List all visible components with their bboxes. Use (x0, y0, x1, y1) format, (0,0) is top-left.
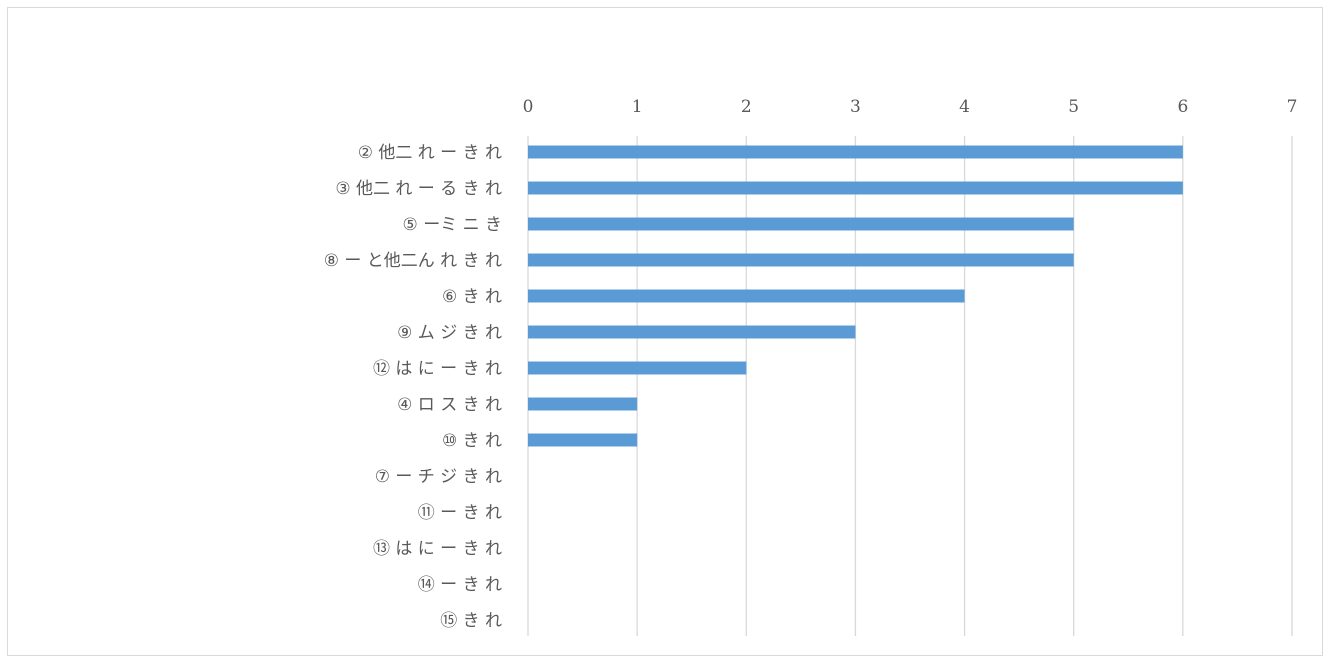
category-label: ⑮ き れ (440, 611, 502, 631)
x-tick-label: 5 (1068, 97, 1079, 117)
bar (528, 217, 1074, 231)
category-label: ③ 他二 れ ー る き れ (335, 179, 502, 199)
x-tick-label: 1 (632, 97, 643, 117)
bar (528, 145, 1183, 159)
bar (528, 397, 638, 411)
bar (528, 433, 638, 447)
x-tick-label: 3 (850, 97, 861, 117)
category-label: ⑭ ー き れ (418, 575, 502, 595)
category-label: ⑤ ーミ ニ き (403, 215, 502, 235)
category-label: ⑬ は に ー き れ (373, 539, 502, 559)
x-axis-tick-labels: 0 1 2 3 4 5 6 7 (523, 97, 1298, 117)
category-label: ⑪ ー き れ (418, 503, 502, 523)
category-label: ④ ロ ス き れ (397, 395, 502, 415)
category-label: ⑦ ー チ ジ き れ (375, 467, 502, 487)
bars (528, 145, 1183, 447)
x-tick-label: 6 (1177, 97, 1188, 117)
category-labels: ② 他二 れ ー き れ ③ 他二 れ ー る き れ ⑤ ーミ ニ き ⑧ ー と他… (324, 143, 502, 631)
category-label: ⑨ ム ジ き れ (397, 323, 502, 343)
bar (528, 325, 856, 339)
x-tick-label: 0 (523, 97, 534, 117)
bar (528, 253, 1074, 267)
category-label: ② 他二 れ ー き れ (358, 143, 502, 163)
x-tick-label: 4 (959, 97, 970, 117)
bar (528, 289, 965, 303)
bar (528, 181, 1183, 195)
category-label: ⑧ ー と他二ん れ き れ (324, 251, 502, 271)
gridlines (527, 136, 1293, 636)
category-label: ⑫ は に ー き れ (373, 359, 502, 379)
x-tick-label: 2 (741, 97, 752, 117)
category-label: ⑥ き れ (442, 287, 502, 307)
x-tick-label: 7 (1287, 97, 1298, 117)
category-label: ⑩ き れ (442, 431, 502, 451)
bar (528, 361, 747, 375)
